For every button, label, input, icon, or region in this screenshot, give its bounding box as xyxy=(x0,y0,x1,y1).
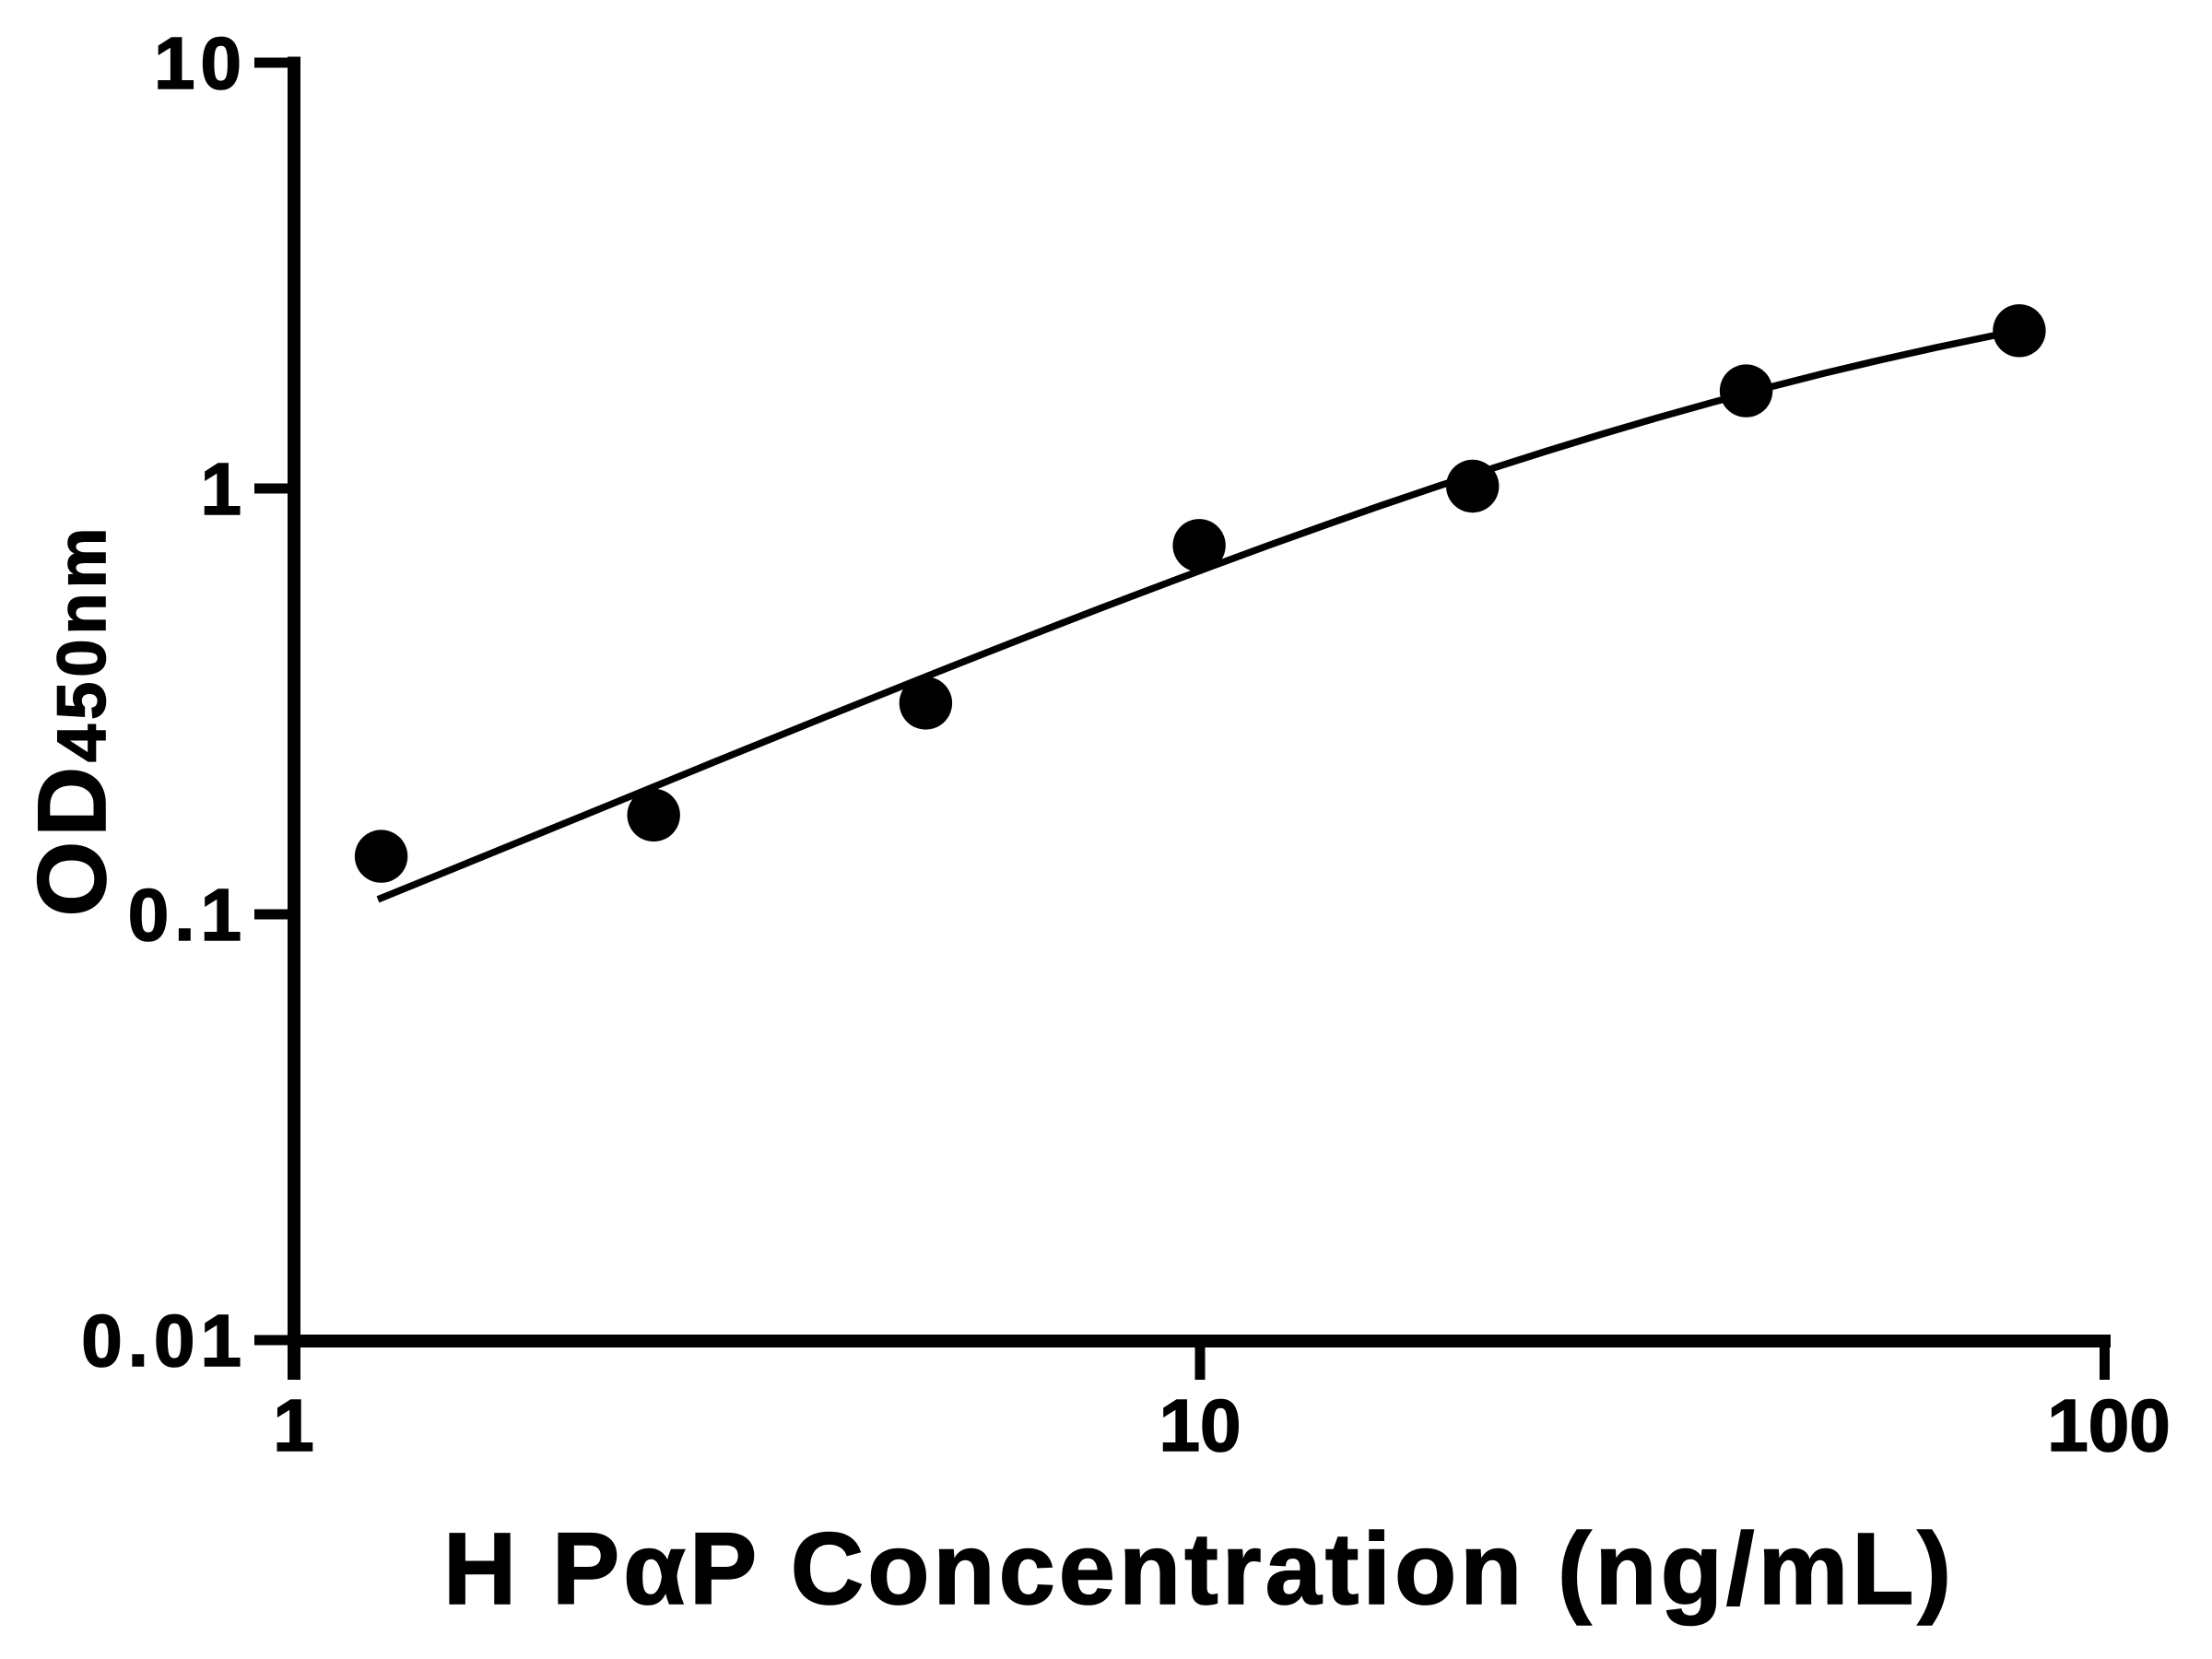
svg-text:0.1: 0.1 xyxy=(128,874,247,956)
svg-text:1: 1 xyxy=(201,448,248,530)
svg-text:OD450nm: OD450nm xyxy=(18,524,126,917)
svg-text:1: 1 xyxy=(273,1384,314,1466)
svg-text:10: 10 xyxy=(1159,1384,1241,1466)
svg-text:100: 100 xyxy=(2047,1384,2170,1466)
svg-text:H PαP Concentration (ng/mL): H PαP Concentration (ng/mL) xyxy=(443,1512,1955,1626)
svg-text:10: 10 xyxy=(154,22,247,104)
svg-text:0.01: 0.01 xyxy=(81,1300,247,1382)
